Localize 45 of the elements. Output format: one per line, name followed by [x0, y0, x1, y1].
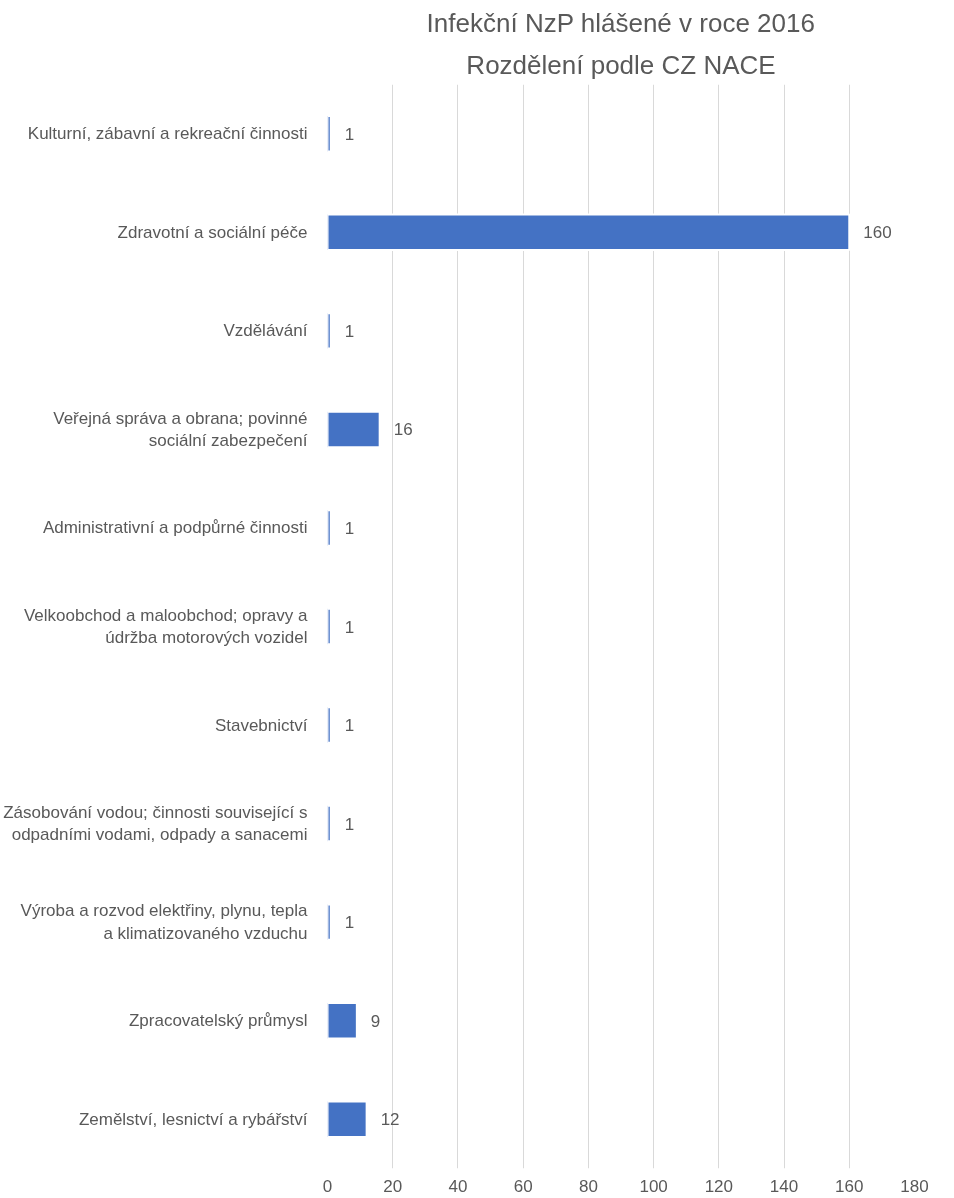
y-tick-label: Výroba a rozvod elektřiny, plynu, tepla a klimatizovaného vzduchu — [20, 901, 309, 944]
y-tick-label: Administrativní a podpůrné činnosti — [42, 518, 308, 538]
chart-subtitle: Rozdělení podle CZ NACE — [466, 49, 776, 80]
bar — [327, 410, 381, 449]
x-tick-label: 100 — [639, 1176, 668, 1196]
bar — [327, 509, 332, 547]
data-label: 1 — [344, 124, 355, 144]
data-label: 1 — [344, 518, 355, 538]
y-tick-label: Vzdělávání — [223, 321, 308, 341]
bar — [327, 903, 332, 941]
data-label: 1 — [344, 913, 355, 933]
data-label: 160 — [863, 223, 892, 243]
x-tick-label: 140 — [769, 1176, 799, 1196]
data-label: 9 — [370, 1011, 381, 1031]
y-tick-label: Zemělství, lesnictví a rybářství — [78, 1109, 308, 1129]
data-label: 1 — [344, 814, 355, 834]
x-tick-label: 40 — [448, 1176, 468, 1196]
y-tick-label: Stavebnictví — [214, 715, 308, 735]
bar — [327, 706, 332, 744]
bar — [327, 804, 332, 843]
chart-title: Infekční NzP hlášené v roce 2016 — [426, 7, 815, 38]
x-tick-label: 0 — [322, 1176, 333, 1196]
bar — [327, 115, 332, 153]
bar — [327, 312, 332, 350]
x-tick-label: 60 — [513, 1176, 533, 1196]
y-tick-label: Veřejná správa a obrana; povinné sociální zabezpečení — [53, 408, 308, 451]
x-tick-label: 180 — [900, 1176, 929, 1196]
data-label: 12 — [380, 1110, 400, 1130]
bar — [327, 213, 851, 252]
data-label: 16 — [393, 420, 413, 440]
data-label: 1 — [344, 716, 355, 736]
y-tick-label: Kulturní, zábavní a rekreační činnosti — [27, 124, 308, 144]
x-tick-label: 80 — [578, 1176, 598, 1196]
y-tick-label: Zpracovatelský průmysl — [128, 1011, 308, 1031]
y-tick-label: Zdravotní a sociální péče — [117, 222, 308, 242]
bar — [327, 1100, 368, 1138]
data-label: 1 — [344, 321, 355, 341]
y-tick-label: Zásobování vodou; činnosti související s odpadními vodami, odpady a sanacemi — [3, 802, 308, 845]
x-tick-label: 160 — [835, 1176, 864, 1196]
x-tick-label: 120 — [704, 1176, 734, 1196]
bar — [327, 607, 332, 646]
y-tick-label: Velkoobchod a maloobchod; opravy a údržba motorových vozidel — [23, 605, 309, 648]
x-tick-label: 20 — [383, 1176, 403, 1196]
bar — [327, 1001, 358, 1040]
data-label: 1 — [344, 617, 355, 637]
